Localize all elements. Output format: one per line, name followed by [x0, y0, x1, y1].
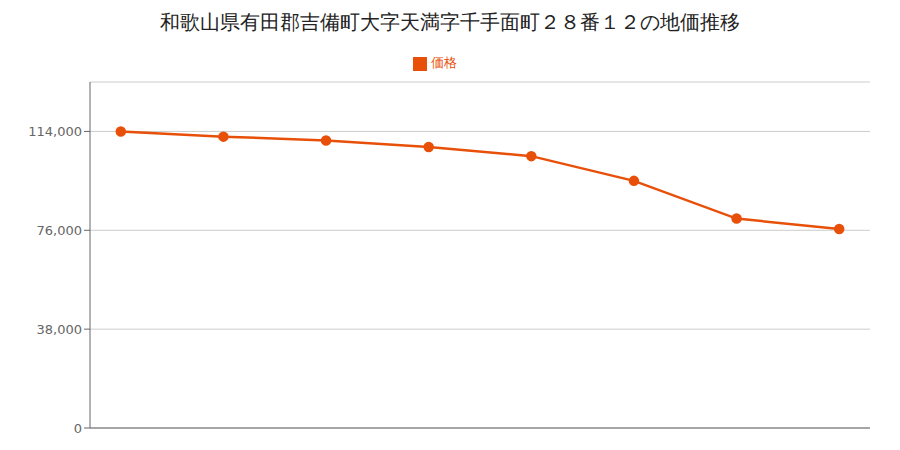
svg-text:0: 0: [74, 421, 82, 436]
svg-text:38,000: 38,000: [37, 322, 83, 337]
html-text:価格: 価格: [431, 55, 457, 70]
svg-text:114,000: 114,000: [28, 124, 82, 139]
html-text:和歌山県有田郡吉備町大字天満字千手面町２８番１２の地価推移: 和歌山県有田郡吉備町大字天満字千手面町２８番１２の地価推移: [160, 10, 740, 34]
svg-text:76,000: 76,000: [37, 223, 83, 238]
